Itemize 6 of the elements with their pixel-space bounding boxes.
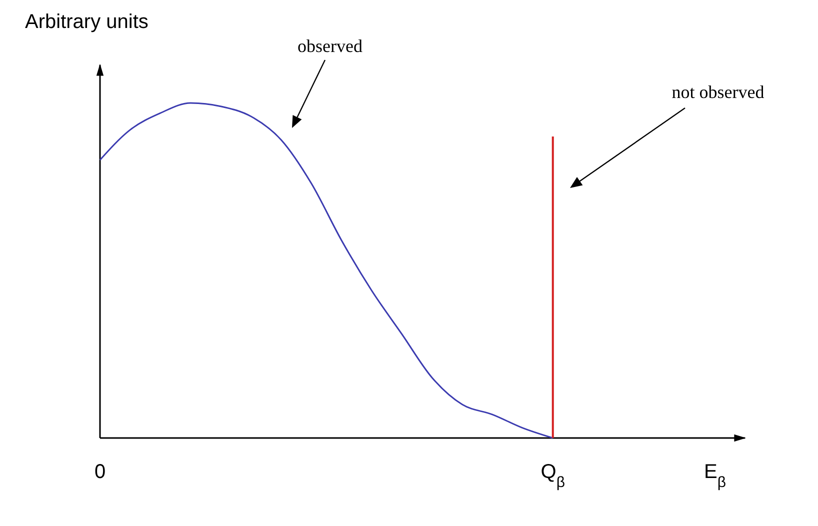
x-tick-label: Q$_{β}$ bbox=[540, 461, 566, 490]
x-axis-title: E$_{β}$ bbox=[704, 461, 726, 490]
y-axis-title: Arbitrary units bbox=[25, 11, 148, 33]
x-tick-label: 0 bbox=[94, 461, 106, 483]
text: observed bbox=[298, 36, 362, 56]
text: not observed bbox=[672, 82, 764, 102]
